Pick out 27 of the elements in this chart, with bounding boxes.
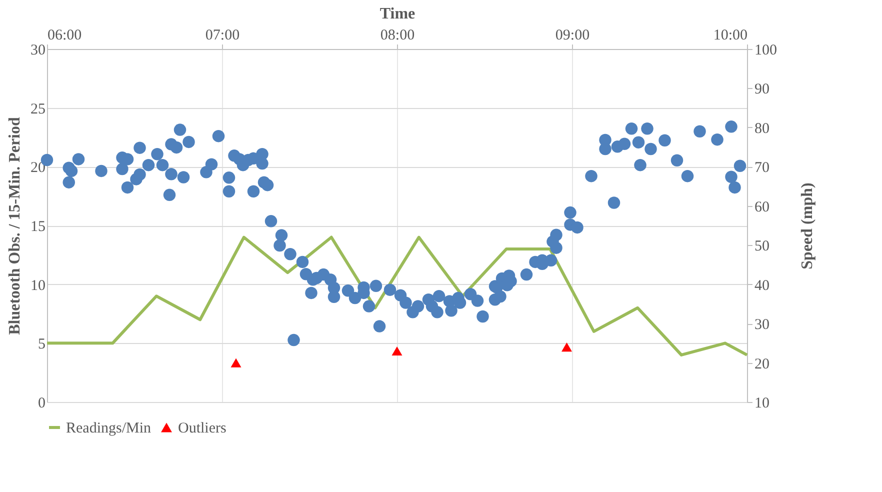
y-axis-title: Bluetooth Obs. / 15-Min. Period [6, 117, 24, 335]
y2-axis-title: Speed (mph) [799, 182, 816, 270]
x-tick-label: 08:00 [380, 28, 415, 44]
y-tick-label: 25 [30, 101, 46, 118]
y2-tick-label: 100 [754, 42, 777, 58]
y2-tick-label: 80 [754, 120, 770, 137]
legend-label: Readings/Min [66, 420, 152, 436]
y2-tick-label: 70 [754, 160, 770, 176]
y2-tick-label: 50 [754, 238, 770, 255]
x-tick-label: 06:00 [48, 28, 82, 44]
x-tick-label: 10:00 [713, 28, 748, 44]
y2-tick-label: 20 [754, 356, 770, 372]
y2-tick-label: 40 [754, 278, 770, 294]
y2-tick-label: 60 [754, 199, 770, 216]
y2-tick-label: 90 [754, 82, 770, 98]
y-tick-label: 10 [30, 278, 46, 294]
y-tick-label: 30 [30, 42, 46, 58]
y-tick-label: 5 [38, 336, 46, 353]
x-tick-label: 09:00 [555, 28, 590, 44]
y2-tick-label: 30 [754, 317, 770, 334]
y-tick-label: 0 [38, 396, 46, 412]
x-tick-label: 07:00 [205, 28, 240, 44]
x-axis-title: Time [380, 6, 416, 22]
y2-tick-label: 10 [754, 396, 770, 412]
legend-label: Outliers [178, 420, 226, 436]
line-series [46, 236, 748, 356]
y-tick-label: 15 [30, 219, 46, 235]
